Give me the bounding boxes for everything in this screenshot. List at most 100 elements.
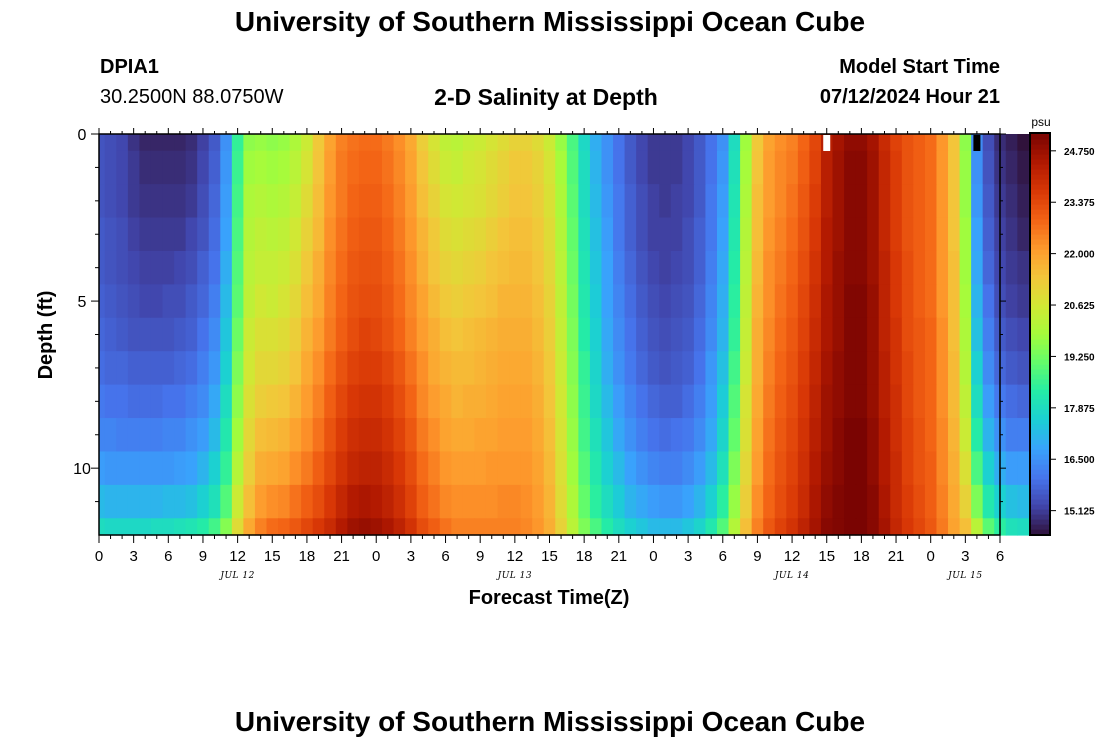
- heatmap-cell: [174, 484, 187, 519]
- heatmap-cell: [647, 217, 660, 252]
- heatmap-cell: [1017, 134, 1030, 152]
- heatmap-cell: [901, 250, 914, 285]
- heatmap-cell: [589, 284, 603, 319]
- heatmap-cell: [405, 134, 418, 152]
- heatmap-cell: [855, 250, 868, 285]
- heatmap-cell: [959, 484, 972, 519]
- heatmap-cell: [162, 451, 175, 486]
- heatmap-cell: [485, 150, 499, 185]
- heatmap-cell: [162, 250, 175, 285]
- heatmap-cell: [474, 184, 487, 219]
- heatmap-cell: [659, 284, 672, 319]
- heatmap-cell: [416, 250, 429, 285]
- page-title: University of Southern Mississippi Ocean…: [234, 6, 866, 37]
- heatmap-cell: [601, 284, 614, 319]
- heatmap-cell: [370, 217, 383, 252]
- heatmap-cell: [566, 484, 579, 519]
- heatmap-cell: [405, 184, 418, 219]
- heatmap-cell: [462, 384, 476, 419]
- heatmap-cell: [139, 351, 152, 386]
- heatmap-cell: [867, 518, 880, 536]
- heatmap-cell: [127, 351, 141, 386]
- heatmap-cell: [99, 284, 106, 319]
- x-tick-label: 0: [927, 548, 935, 565]
- heatmap-cell: [751, 217, 764, 252]
- heatmap-cell: [150, 317, 164, 352]
- heatmap-cell: [751, 134, 764, 152]
- heatmap-cell: [139, 217, 152, 252]
- heatmap-cell: [809, 418, 822, 453]
- heatmap-cell: [416, 351, 429, 386]
- heatmap-cell: [751, 518, 764, 536]
- heatmap-cell: [867, 317, 880, 352]
- heatmap-cell: [358, 351, 372, 386]
- heatmap-cell: [613, 351, 626, 386]
- x-tick-label: 0: [95, 548, 103, 565]
- heatmap-cell: [774, 184, 787, 219]
- heatmap-cell: [162, 518, 175, 536]
- heatmap-cell: [786, 134, 799, 152]
- heatmap-cell: [659, 418, 672, 453]
- heatmap-cell: [266, 351, 279, 386]
- heatmap-cell: [231, 451, 244, 486]
- heatmap-cell: [763, 284, 776, 319]
- heatmap-cell: [278, 217, 291, 252]
- colorbar-band: [1031, 189, 1049, 195]
- heatmap-cell: [774, 451, 787, 486]
- colorbar-band: [1031, 484, 1049, 490]
- x-axis-title: Forecast Time(Z): [469, 587, 630, 609]
- heatmap-cell: [867, 217, 880, 252]
- heatmap-cell: [150, 351, 164, 386]
- colorbar-band: [1031, 454, 1049, 460]
- heatmap-cell: [1017, 317, 1030, 352]
- footer-title: University of Southern Mississippi Ocean…: [234, 706, 866, 737]
- heatmap-cell: [301, 284, 314, 319]
- heatmap-cell: [913, 418, 926, 453]
- heatmap-cell: [382, 317, 395, 352]
- heatmap-cell: [162, 418, 175, 453]
- heatmap-cell: [716, 451, 730, 486]
- heatmap-cell: [301, 317, 314, 352]
- heatmap-cell: [901, 184, 914, 219]
- heatmap-cell: [716, 150, 730, 185]
- colorbar-tick-label: 16.500: [1064, 455, 1095, 466]
- x-tick-label: 12: [229, 548, 246, 565]
- heatmap-cell: [890, 518, 903, 536]
- heatmap-cell: [555, 150, 568, 185]
- heatmap-cell: [278, 518, 291, 536]
- heatmap-cell: [382, 150, 395, 185]
- heatmap-cell: [936, 484, 949, 519]
- heatmap-cell: [936, 250, 949, 285]
- heatmap-cell: [278, 418, 291, 453]
- heatmap-cell: [1005, 250, 1018, 285]
- heatmap-cell: [174, 451, 187, 486]
- heatmap-cell: [185, 351, 198, 386]
- heatmap-cell: [878, 134, 891, 152]
- heatmap-cell: [578, 518, 591, 536]
- heatmap-cell: [324, 184, 337, 219]
- heatmap-cell: [428, 317, 441, 352]
- heatmap-cell: [763, 134, 776, 152]
- heatmap-cell: [763, 351, 776, 386]
- heatmap-cell: [312, 217, 325, 252]
- heatmap-cell: [104, 134, 117, 152]
- heatmap-cell: [416, 184, 429, 219]
- heatmap-cell: [301, 250, 314, 285]
- heatmap-cell: [104, 250, 117, 285]
- heatmap-cell: [936, 384, 949, 419]
- heatmap-cell: [485, 484, 499, 519]
- heatmap-cell: [335, 150, 348, 185]
- heatmap-cell: [1017, 150, 1030, 185]
- heatmap-cell: [705, 384, 718, 419]
- heatmap-cell: [636, 484, 649, 519]
- heatmap-cell: [971, 150, 984, 185]
- heatmap-cell: [647, 451, 660, 486]
- heatmap-cell: [162, 217, 175, 252]
- heatmap-cell: [439, 134, 452, 152]
- heatmap-cell: [485, 418, 499, 453]
- heatmap-cell: [740, 134, 753, 152]
- heatmap-cell: [809, 384, 822, 419]
- heatmap-cell: [613, 418, 626, 453]
- heatmap-cell: [462, 217, 476, 252]
- heatmap-cell: [127, 134, 141, 152]
